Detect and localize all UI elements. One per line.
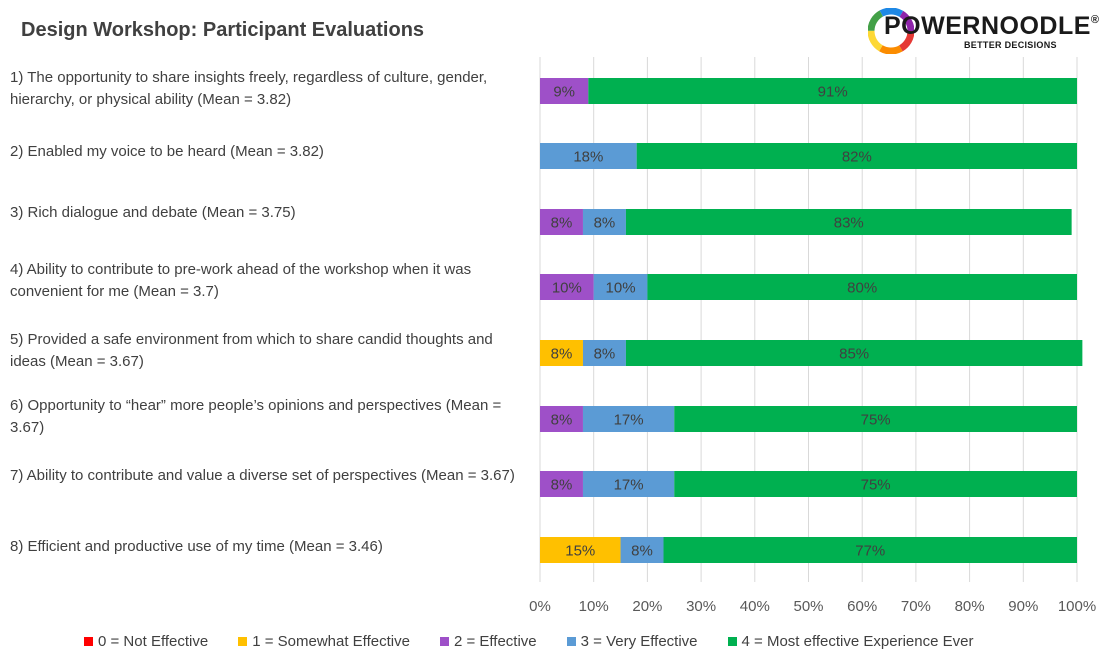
data-label: 8% <box>551 215 573 232</box>
bar-segment <box>674 406 1077 432</box>
bar-segment <box>593 274 648 300</box>
logo-registered-mark: ® <box>1090 14 1100 26</box>
bar-segment <box>625 209 1072 235</box>
data-label: 8% <box>631 543 653 560</box>
chart-title: Design Workshop: Participant Evaluations <box>21 19 425 41</box>
bar-segment <box>540 340 583 366</box>
logo-wordmark: POWERNOODLE <box>884 12 1091 40</box>
bar-segment <box>663 537 1077 563</box>
x-tick-label: 100% <box>1058 598 1096 615</box>
legend-label: 2 = Effective <box>453 632 537 650</box>
legend-swatch <box>566 636 576 646</box>
legend-label: 3 = Very Effective <box>580 632 698 650</box>
data-label: 75% <box>861 412 891 429</box>
data-label: 17% <box>614 412 644 429</box>
legend-item: 4 = Most effective Experience Ever <box>727 632 974 650</box>
bar-segment <box>647 274 1077 300</box>
legend-swatch <box>439 636 449 646</box>
data-label: 91% <box>818 84 848 101</box>
x-tick-label: 60% <box>847 598 877 615</box>
data-label: 8% <box>551 412 573 429</box>
powernoodle-logo: POWERNOODLE® BETTER DECISIONS <box>868 8 1099 54</box>
bar-segment <box>620 537 664 563</box>
legend-label: 4 = Most effective Experience Ever <box>741 632 974 650</box>
x-tick-label: 90% <box>1008 598 1038 615</box>
chart-legend: 0 = Not Effective 1 = Somewhat Effective 2… <box>84 631 1003 651</box>
data-label: 80% <box>847 280 877 297</box>
bar-segment <box>588 78 1077 104</box>
bar-segment <box>540 471 583 497</box>
x-tick-label: 20% <box>632 598 662 615</box>
question-label: 1) The opportunity to share insights fre… <box>10 69 488 108</box>
bar-segment <box>582 209 626 235</box>
legend-item: 1 = Somewhat Effective <box>238 633 410 650</box>
data-label: 83% <box>834 215 864 232</box>
data-label: 8% <box>551 346 573 363</box>
bar-segment <box>582 340 626 366</box>
data-label: 8% <box>551 477 573 494</box>
question-label: 5) Provided a safe environment from whic… <box>10 331 493 370</box>
question-label: 6) Opportunity to “hear” more people’s o… <box>10 397 502 436</box>
question-label: 2) Enabled my voice to be heard (Mean = … <box>10 143 324 160</box>
legend-swatch <box>84 636 93 646</box>
legend-label: 0 = Not Effective <box>98 632 209 650</box>
legend-swatch <box>727 636 737 646</box>
x-tick-label: 50% <box>793 598 823 615</box>
x-tick-label: 30% <box>686 598 716 615</box>
data-label: 10% <box>606 280 636 297</box>
bar-segment <box>674 471 1077 497</box>
x-tick-label: 70% <box>901 598 931 615</box>
bar-segment <box>582 406 675 432</box>
bar-segment <box>540 143 637 169</box>
bar-segment <box>582 471 675 497</box>
legend-swatch <box>238 636 248 646</box>
legend-item: 3 = Very Effective <box>566 632 698 650</box>
data-label: 85% <box>839 346 869 363</box>
data-label: 82% <box>842 149 872 166</box>
question-label: 3) Rich dialogue and debate (Mean = 3.75… <box>10 204 296 221</box>
bar-segment <box>540 78 589 104</box>
logo-ring-icon <box>868 8 914 54</box>
data-label: 15% <box>565 543 595 560</box>
bar-segment <box>540 537 621 563</box>
x-tick-label: 10% <box>579 598 609 615</box>
bar-segment <box>625 340 1083 366</box>
question-label: 8) Efficient and productive use of my ti… <box>10 538 383 555</box>
data-label: 9% <box>553 84 575 101</box>
bar-segment <box>636 143 1077 169</box>
bar-segment <box>540 406 583 432</box>
data-label: 8% <box>594 346 616 363</box>
data-label: 75% <box>861 477 891 494</box>
bar-segment <box>540 274 594 300</box>
legend-item: 0 = Not Effective <box>84 633 208 650</box>
x-tick-label: 40% <box>740 598 770 615</box>
data-label: 17% <box>614 477 644 494</box>
legend-item: 2 = Effective <box>439 632 537 650</box>
data-label: 18% <box>573 149 603 166</box>
x-tick-label: 0% <box>529 598 551 615</box>
question-label: 7) Ability to contribute and value a div… <box>10 467 515 484</box>
data-label: 8% <box>594 215 616 232</box>
bar-segment <box>540 209 583 235</box>
question-label: 4) Ability to contribute to pre-work ahe… <box>10 261 472 300</box>
logo-tagline: BETTER DECISIONS <box>964 40 1057 50</box>
data-label: 10% <box>552 280 582 297</box>
data-label: 77% <box>855 543 885 560</box>
x-tick-label: 80% <box>955 598 985 615</box>
legend-label: 1 = Somewhat Effective <box>252 632 410 650</box>
